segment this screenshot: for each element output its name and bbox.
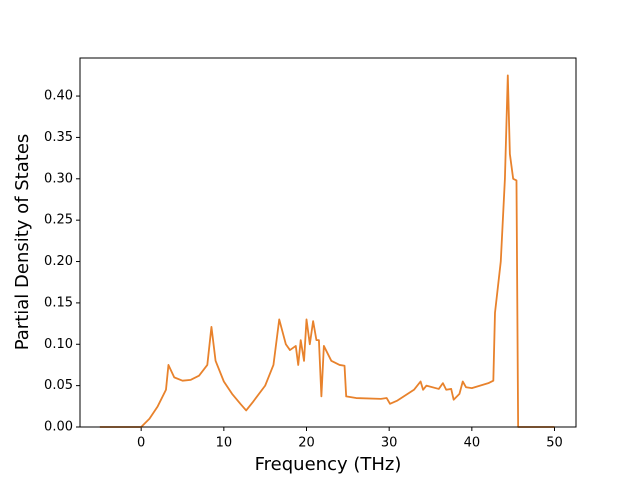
- x-tick-label: 30: [381, 436, 398, 451]
- y-tick-label: 0.30: [44, 171, 73, 186]
- plot-frame: [79, 57, 577, 428]
- y-tick-label: 0.10: [44, 337, 73, 352]
- y-tick-label: 0.15: [44, 295, 73, 310]
- x-tick-label: 50: [546, 436, 563, 451]
- x-axis-label: Frequency (THz): [255, 454, 402, 475]
- y-tick-label: 0.40: [44, 89, 73, 104]
- x-tick-label: 40: [464, 436, 481, 451]
- y-tick-label: 0.25: [44, 213, 73, 228]
- y-tick-label: 0.35: [44, 130, 73, 145]
- x-tick-label: 10: [216, 436, 233, 451]
- y-tick-label: 0.00: [44, 420, 73, 435]
- y-tick-label: 0.05: [44, 378, 73, 393]
- line: [99, 74, 555, 428]
- y-axis-label: Partial Density of States: [12, 134, 33, 351]
- x-tick-label: 20: [298, 436, 315, 451]
- y-tick-label: 0.20: [44, 254, 73, 269]
- x-tick-label: 0: [137, 436, 145, 451]
